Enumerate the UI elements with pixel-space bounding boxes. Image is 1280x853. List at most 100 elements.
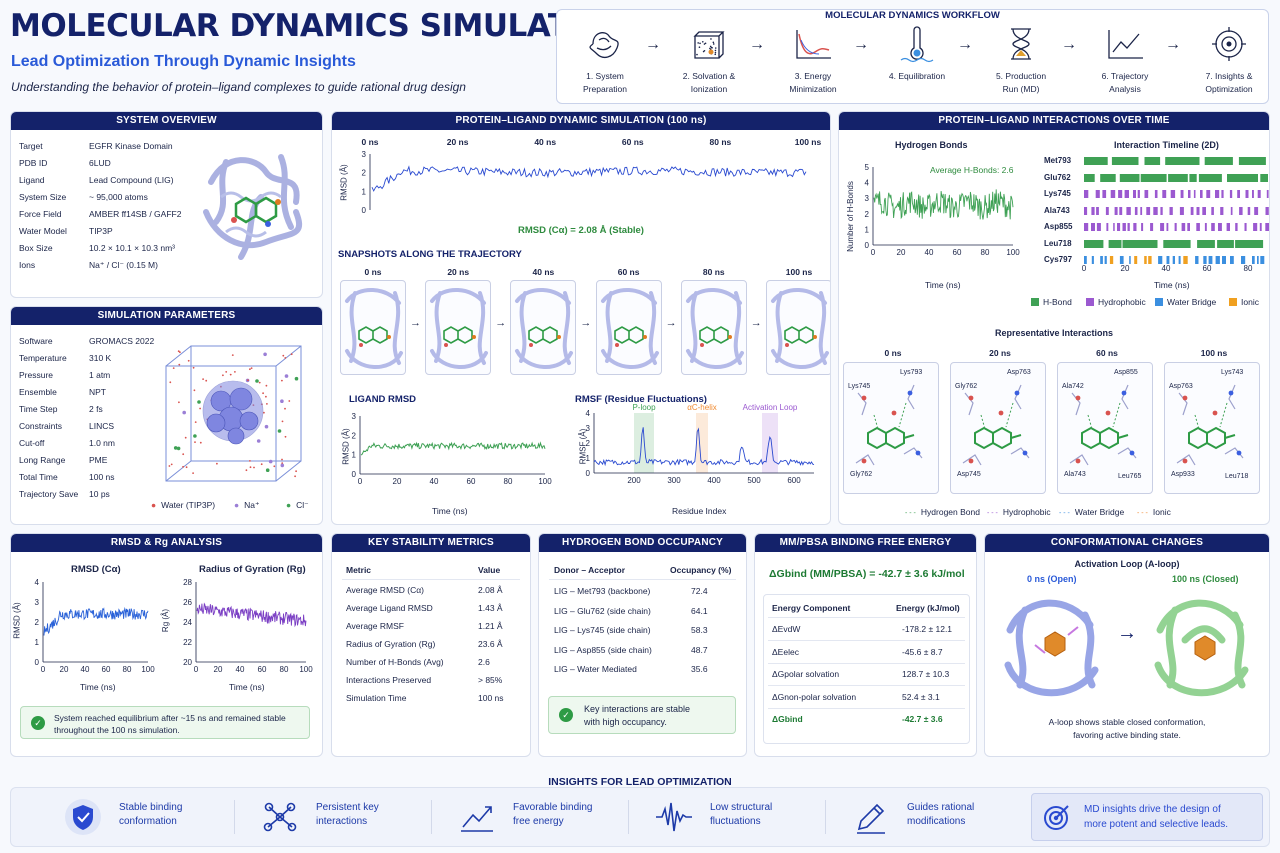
table-row-key: System Size: [19, 192, 67, 202]
rmsf-region-label: αC-helix: [687, 403, 717, 412]
solvent-particle: [250, 367, 253, 369]
arrow-right-icon: →: [1165, 36, 1181, 53]
residue-label: Leu765: [1118, 473, 1142, 480]
rmsd-ca-xlabel: Time (ns): [80, 682, 116, 692]
divider: [825, 800, 826, 834]
timeline-event: [1110, 190, 1116, 198]
timeline-event: [1266, 190, 1269, 198]
insight-label: interactions: [316, 816, 368, 827]
solvent-particle: [262, 392, 264, 395]
timeline-track: [1084, 190, 1269, 198]
legend-item: ● Cl⁻: [286, 500, 309, 511]
stability-metric: Radius of Gyration (Rg): [346, 639, 436, 649]
insight-label: Favorable binding: [513, 802, 593, 813]
rmsd-ca-title: RMSD (Cα): [71, 564, 121, 575]
table-row-value: NPT: [89, 387, 106, 397]
rmsf-region: [696, 413, 708, 473]
timeline-event: [1146, 206, 1151, 215]
timeline-event: [1235, 223, 1238, 231]
rg-xlabel: Time (ns): [229, 682, 265, 692]
rmsf-x-tick: 300: [667, 476, 681, 485]
line-chart-icon: [1108, 30, 1143, 59]
timeline-x-tick: 80: [1244, 264, 1253, 273]
arrow-right-icon: →: [495, 317, 507, 329]
energy-component: ΔGpolar solvation: [772, 669, 840, 679]
open-conformation-image: [1004, 599, 1099, 697]
solvent-particle: [281, 420, 284, 423]
rg-title: Radius of Gyration (Rg): [199, 564, 306, 575]
hbond-ylabel: Number of H-Bonds: [845, 181, 855, 252]
stability-panel: KEY STABILITY METRICS Metric Value Avera…: [331, 533, 531, 757]
solvent-particle: [268, 459, 273, 464]
rmsd-main-y-tick: 0: [362, 206, 367, 215]
residue-label: Ala743: [1064, 471, 1086, 478]
timeline-event: [1193, 190, 1196, 198]
solvent-particle: [280, 399, 284, 403]
timeline-event: [1133, 223, 1137, 231]
solvent-particle: [234, 371, 236, 373]
timeline-event: [1160, 223, 1165, 231]
snapshot-label: 0 ns: [364, 267, 382, 277]
ligand-rmsd-x-tick: 20: [393, 477, 402, 486]
stability-value: 2.6: [478, 657, 490, 667]
timeline-event: [1095, 190, 1100, 198]
timeline-event: [1154, 190, 1158, 198]
timeline-event: [1196, 223, 1200, 231]
table-row-key: Temperature: [19, 353, 67, 363]
rg-x-tick: 100: [299, 665, 313, 674]
timeline-track: [1084, 239, 1264, 248]
timeline-x-tick: 60: [1203, 264, 1212, 273]
timeline-event: [1239, 206, 1243, 215]
solvent-particle: [193, 434, 197, 438]
rmsf-ylabel: RMSF (Å): [578, 428, 588, 465]
divider: [431, 800, 432, 834]
table-row-key: Target: [19, 141, 43, 151]
timeline-track: [1084, 206, 1269, 215]
timeline-event: [1084, 190, 1089, 198]
rep-time-label: 100 ns: [1200, 348, 1228, 358]
stability-col-metric: Metric: [346, 565, 372, 575]
mmpbsa-col-component: Energy Component: [772, 603, 851, 613]
conformational-caption2: favoring active binding state.: [1073, 730, 1181, 740]
solvent-particle: [182, 410, 186, 415]
solvent-particle: [176, 446, 181, 451]
stability-value: 1.21 Å: [478, 621, 503, 631]
stability-value: > 85%: [478, 675, 503, 685]
ligand-rmsd-y-tick: 3: [352, 412, 357, 421]
timeline-event: [1217, 239, 1234, 248]
hbond-occupancy-panel: HYDROGEN BOND OCCUPANCY Donor – Acceptor…: [538, 533, 747, 757]
table-row-key: Total Time: [19, 472, 58, 482]
mmpbsa-table-box: Energy Component Energy (kJ/mol) ΔEvdW -1…: [763, 594, 970, 744]
hbond-average: Average H-Bonds: 2.6: [930, 165, 1014, 175]
legend-item: - - - Hydrogen Bond: [905, 507, 980, 517]
residue-label: Asp745: [957, 471, 981, 478]
insight-label: free energy: [513, 816, 564, 827]
timeline-event: [1137, 190, 1140, 198]
timeline-event: [1179, 206, 1184, 215]
timeline-event: [1140, 173, 1167, 182]
timeline-event: [1247, 206, 1251, 215]
table-row-value: 2 fs: [89, 404, 103, 414]
timeline-event: [1180, 190, 1184, 198]
timeline-event: [1265, 223, 1269, 231]
hbond-x-tick: 100: [1006, 248, 1020, 257]
timeline-event: [1096, 206, 1099, 215]
workflow-step-label: 5. Production: [995, 71, 1047, 81]
row-separator: [768, 707, 965, 709]
residue-label: Cys797: [1044, 255, 1073, 264]
occupancy-notice-text: Key interactions are stable: [584, 704, 691, 714]
energy-value: 52.4 ± 3.1: [902, 691, 940, 702]
timeline-event: [1195, 256, 1199, 264]
solvent-particle: [187, 359, 190, 362]
snapshot-image: [340, 280, 406, 375]
timeline-event: [1144, 157, 1161, 165]
timeline-track: [1084, 157, 1266, 165]
rmsd-ca-x-tick: 60: [102, 665, 111, 674]
table-row-key: Force Field: [19, 209, 62, 219]
residue-label: Asp933: [1171, 471, 1195, 478]
rmsd-ca-y-tick: 0: [35, 658, 40, 667]
solvent-particle: [225, 371, 228, 373]
timeline-event: [1229, 190, 1233, 198]
rmsd-ca-series: [43, 606, 149, 636]
